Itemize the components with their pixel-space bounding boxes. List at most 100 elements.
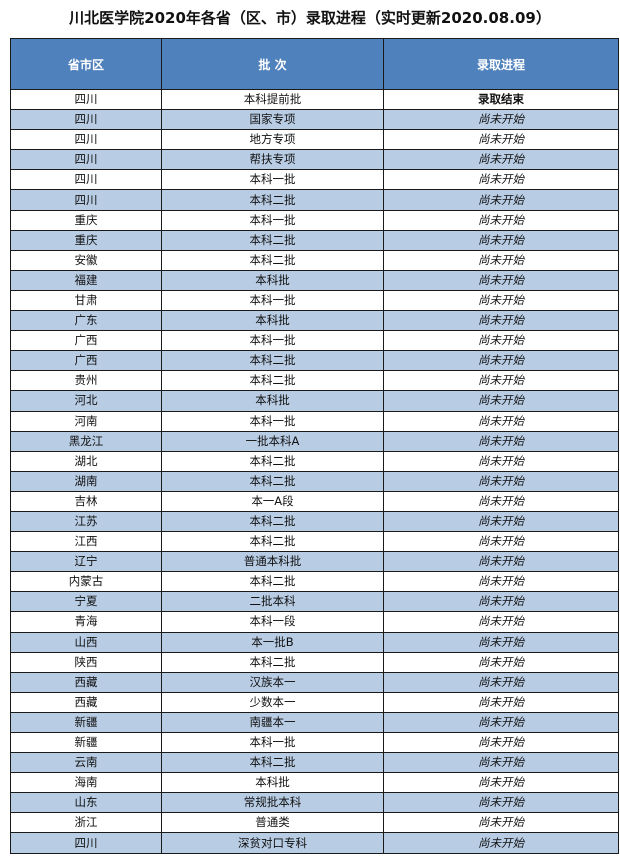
cell-progress: 尚未开始 — [383, 229, 619, 251]
cell-progress: 尚未开始 — [383, 390, 619, 412]
cell-progress: 尚未开始 — [383, 450, 619, 472]
cell-batch: 本科提前批 — [161, 88, 384, 111]
cell-batch: 普通类 — [161, 812, 384, 834]
table-row: 河南 本科一批 尚未开始 — [10, 410, 619, 432]
cell-progress: 尚未开始 — [383, 551, 619, 573]
cell-progress: 尚未开始 — [383, 591, 619, 613]
table-row: 新疆 本科一批 尚未开始 — [10, 731, 619, 754]
table-row: 浙江 普通类 尚未开始 — [10, 812, 619, 834]
cell-region: 云南 — [10, 752, 162, 774]
cell-region: 甘肃 — [10, 289, 162, 312]
cell-region: 河北 — [10, 390, 162, 412]
cell-batch: 本科一批 — [161, 731, 384, 754]
table-row: 云南 本科二批 尚未开始 — [10, 752, 619, 774]
cell-batch: 本科一段 — [161, 611, 384, 633]
table-row: 江苏 本科二批 尚未开始 — [10, 510, 619, 533]
cell-progress: 尚未开始 — [383, 430, 619, 452]
cell-batch: 本科二批 — [161, 350, 384, 372]
table-row: 黑龙江 一批本科A 尚未开始 — [10, 430, 619, 452]
cell-batch: 本科批 — [161, 310, 384, 332]
table-row: 内蒙古 本科二批 尚未开始 — [10, 571, 619, 593]
cell-progress: 尚未开始 — [383, 289, 619, 312]
cell-batch: 本科二批 — [161, 531, 384, 553]
table-row: 山西 本一批B 尚未开始 — [10, 631, 619, 653]
cell-progress: 尚未开始 — [383, 691, 619, 713]
cell-progress: 尚未开始 — [383, 370, 619, 392]
cell-region: 青海 — [10, 611, 162, 633]
table-row: 新疆 南疆本一 尚未开始 — [10, 711, 619, 734]
cell-progress: 尚未开始 — [383, 671, 619, 693]
table-row: 重庆 本科二批 尚未开始 — [10, 229, 619, 251]
cell-batch: 本科批 — [161, 772, 384, 794]
cell-progress: 尚未开始 — [383, 731, 619, 754]
table-row: 贵州 本科二批 尚未开始 — [10, 370, 619, 392]
cell-region: 内蒙古 — [10, 571, 162, 593]
header-region: 省市区 — [10, 38, 162, 90]
cell-batch: 本科一批 — [161, 289, 384, 312]
cell-region: 新疆 — [10, 731, 162, 754]
cell-region: 辽宁 — [10, 551, 162, 573]
cell-region: 陕西 — [10, 651, 162, 673]
cell-batch: 本科二批 — [161, 189, 384, 211]
table-row: 四川 深贫对口专科 尚未开始 — [10, 832, 619, 854]
table-row: 四川 地方专项 尚未开始 — [10, 129, 619, 151]
table-row: 海南 本科批 尚未开始 — [10, 772, 619, 794]
cell-progress: 尚未开始 — [383, 410, 619, 432]
cell-region: 湖北 — [10, 450, 162, 472]
table-row: 宁夏 二批本科 尚未开始 — [10, 591, 619, 613]
table-row: 吉林 本一A段 尚未开始 — [10, 490, 619, 512]
table-row: 西藏 少数本一 尚未开始 — [10, 691, 619, 713]
cell-batch: 本一批B — [161, 631, 384, 653]
cell-batch: 一批本科A — [161, 430, 384, 452]
cell-region: 四川 — [10, 189, 162, 211]
cell-batch: 本科二批 — [161, 450, 384, 472]
cell-progress: 录取结束 — [383, 88, 619, 111]
table-row: 广西 本科二批 尚未开始 — [10, 350, 619, 372]
cell-progress: 尚未开始 — [383, 169, 619, 191]
cell-batch: 本科一批 — [161, 169, 384, 191]
cell-batch: 本科二批 — [161, 651, 384, 673]
cell-progress: 尚未开始 — [383, 832, 619, 854]
header-batch: 批 次 — [161, 38, 384, 90]
table-row: 山东 常规批本科 尚未开始 — [10, 792, 619, 814]
cell-batch: 本科二批 — [161, 229, 384, 251]
table-row: 重庆 本科一批 尚未开始 — [10, 209, 619, 231]
cell-batch: 深贫对口专科 — [161, 832, 384, 854]
cell-batch: 本科二批 — [161, 510, 384, 533]
cell-batch: 常规批本科 — [161, 792, 384, 814]
cell-region: 江西 — [10, 531, 162, 553]
cell-region: 吉林 — [10, 490, 162, 512]
table-row: 江西 本科二批 尚未开始 — [10, 531, 619, 553]
cell-batch: 本科二批 — [161, 752, 384, 774]
admission-progress-table: 省市区 批 次 录取进程 四川 本科提前批 录取结束 四川 国家专项 尚未开始 四川 地方专项… — [10, 38, 619, 854]
cell-batch: 本科批 — [161, 269, 384, 291]
table-row: 安徽 本科二批 尚未开始 — [10, 249, 619, 271]
cell-progress: 尚未开始 — [383, 651, 619, 673]
header-progress: 录取进程 — [383, 38, 619, 90]
cell-region: 湖南 — [10, 470, 162, 492]
cell-progress: 尚未开始 — [383, 510, 619, 533]
cell-region: 福建 — [10, 269, 162, 291]
cell-progress: 尚未开始 — [383, 470, 619, 492]
cell-batch: 少数本一 — [161, 691, 384, 713]
table-row: 四川 本科一批 尚未开始 — [10, 169, 619, 191]
table-row: 湖北 本科二批 尚未开始 — [10, 450, 619, 472]
cell-batch: 帮扶专项 — [161, 149, 384, 171]
cell-progress: 尚未开始 — [383, 772, 619, 794]
cell-progress: 尚未开始 — [383, 490, 619, 512]
table-row: 辽宁 普通本科批 尚未开始 — [10, 551, 619, 573]
cell-batch: 本科一批 — [161, 330, 384, 352]
cell-progress: 尚未开始 — [383, 531, 619, 553]
table-row: 广西 本科一批 尚未开始 — [10, 330, 619, 352]
table-row: 四川 国家专项 尚未开始 — [10, 109, 619, 131]
cell-region: 安徽 — [10, 249, 162, 271]
cell-region: 四川 — [10, 129, 162, 151]
table-row: 广东 本科批 尚未开始 — [10, 310, 619, 332]
cell-progress: 尚未开始 — [383, 310, 619, 332]
cell-progress: 尚未开始 — [383, 189, 619, 211]
table-row: 福建 本科批 尚未开始 — [10, 269, 619, 291]
cell-progress: 尚未开始 — [383, 711, 619, 734]
table-header-row: 省市区 批 次 录取进程 — [10, 38, 619, 90]
cell-region: 山西 — [10, 631, 162, 653]
cell-progress: 尚未开始 — [383, 149, 619, 171]
